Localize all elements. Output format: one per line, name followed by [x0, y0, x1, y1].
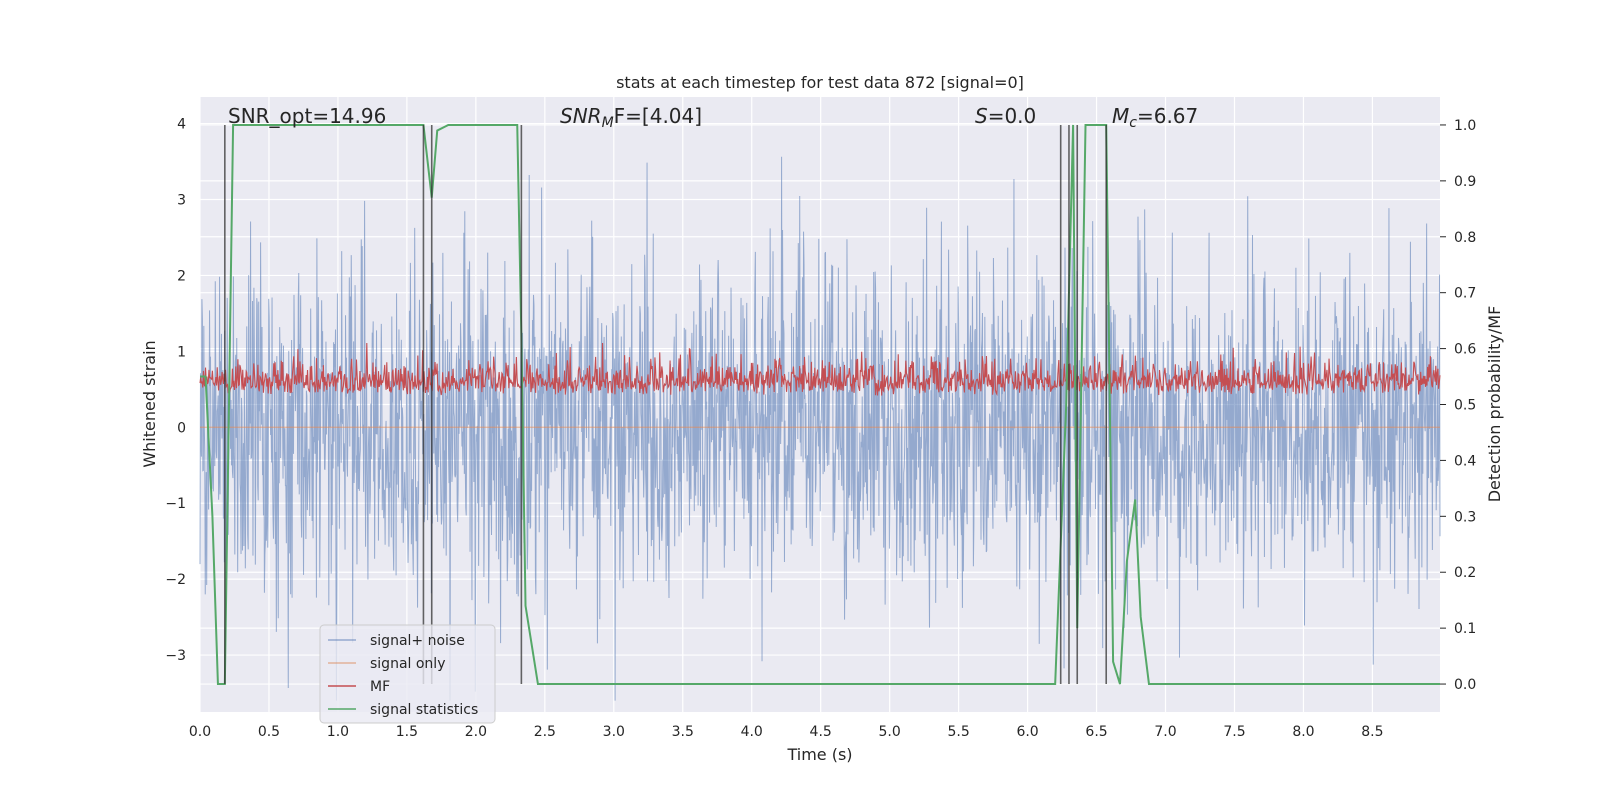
legend-label-signal-statistics: signal statistics	[370, 702, 478, 718]
x-tick-label: 8.5	[1361, 724, 1383, 740]
legend-label-signal-only: signal only	[370, 656, 445, 672]
x-tick-label: 8.0	[1292, 724, 1314, 740]
x-tick-label: 1.0	[327, 724, 349, 740]
y2-tick-label: 0.3	[1454, 509, 1476, 525]
y2-tick-label: 0.2	[1454, 565, 1476, 581]
y2-tick-labels: 1.0 0.9 0.8 0.7 0.6 0.5 0.4 0.3 0.2 0.1 0.0	[1440, 118, 1476, 693]
y2-tick-label: 0.7	[1454, 286, 1476, 302]
y2-tick-label: 0.5	[1454, 398, 1476, 414]
y-tick-label: 1	[177, 344, 186, 360]
legend-label-mf: MF	[370, 679, 390, 695]
x-tick-label: 0.0	[189, 724, 211, 740]
y2-tick-label: 1.0	[1454, 118, 1476, 134]
legend-box	[319, 624, 496, 724]
y2-tick-label: 0.0	[1454, 677, 1476, 693]
mf-series	[199, 342, 1441, 396]
y-tick-label: 4	[177, 117, 186, 133]
annotation-snr-mf: SNRMF=[4.04]	[560, 104, 702, 131]
signal-statistics-series	[200, 123, 1440, 686]
y2-axis-label: Detection probability/MF	[1485, 306, 1504, 503]
y-tick-label: −2	[165, 572, 186, 588]
y2-tick-label: 0.8	[1454, 230, 1476, 246]
y-tick-label: 2	[177, 268, 186, 284]
y-tick-label: 0	[177, 420, 186, 436]
signal-statistics-line	[200, 123, 1440, 686]
x-axis-label: Time (s)	[786, 745, 852, 764]
signal-noise-series	[199, 156, 1441, 701]
x-tick-label: 0.5	[258, 724, 280, 740]
y-tick-label: −1	[165, 496, 186, 512]
x-tick-label: 4.0	[741, 724, 763, 740]
x-tick-label: 4.5	[810, 724, 832, 740]
x-tick-label: 2.5	[534, 724, 556, 740]
x-tick-label: 5.0	[879, 724, 901, 740]
x-tick-label: 5.5	[947, 724, 969, 740]
x-tick-label: 6.5	[1085, 724, 1107, 740]
x-tick-label: 7.5	[1223, 724, 1245, 740]
annotation-snr-opt: SNR_opt=14.96	[228, 104, 386, 128]
y2-tick-label: 0.9	[1454, 174, 1476, 190]
y-axis-label: Whitened strain	[140, 340, 159, 467]
legend-label-signal-noise: signal+ noise	[370, 633, 465, 649]
chart-title: stats at each timestep for test data 872…	[616, 73, 1024, 92]
annotation-mc: Mc=6.67	[1112, 104, 1198, 131]
x-tick-labels: 0.0 0.5 1.0 1.5 2.0 2.5 3.0 3.5 4.0 4.5 5.0 5.5 6.0 6…	[189, 724, 1384, 740]
x-tick-label: 1.5	[396, 724, 418, 740]
x-tick-label: 7.0	[1154, 724, 1176, 740]
annotation-s-value: S=0.0	[975, 104, 1036, 128]
y-tick-label: −3	[165, 648, 186, 664]
y-tick-label: 3	[177, 193, 186, 209]
x-tick-label: 2.0	[465, 724, 487, 740]
y2-tick-label: 0.6	[1454, 342, 1476, 358]
y2-tick-label: 0.4	[1454, 453, 1476, 469]
vertical-markers	[224, 124, 1108, 685]
noise-line	[199, 156, 1441, 701]
x-tick-label: 6.0	[1016, 724, 1038, 740]
x-tick-label: 3.5	[672, 724, 694, 740]
legend: signal+ noise signal only MF signal stat…	[319, 624, 496, 724]
y2-tick-label: 0.1	[1454, 621, 1476, 637]
x-tick-label: 3.0	[603, 724, 625, 740]
mf-line	[199, 342, 1441, 396]
y-tick-labels: 4 3 2 1 0 −1 −2 −3	[165, 117, 186, 664]
